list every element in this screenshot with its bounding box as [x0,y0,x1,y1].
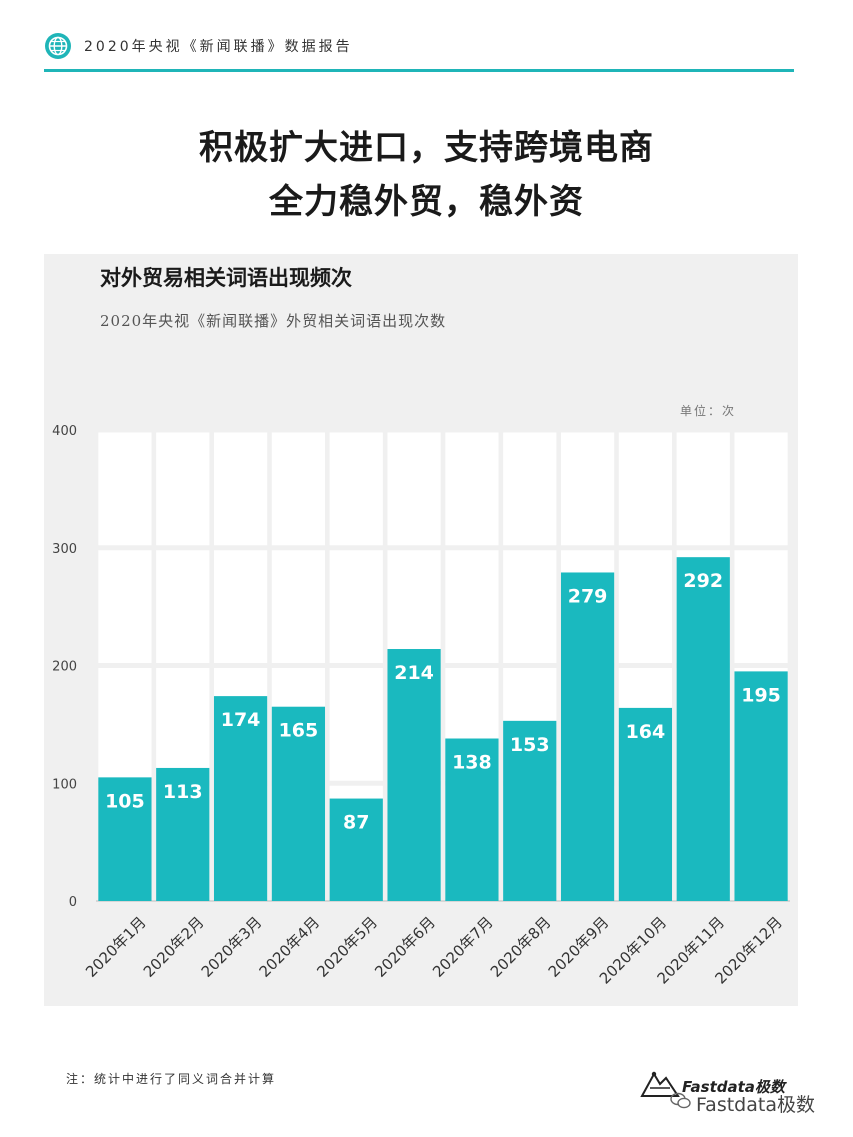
x-tick-label: 2020年8月 [487,913,555,981]
bar-value-label: 105 [105,790,145,812]
bar [618,707,673,901]
bar [560,572,615,901]
brand-logo: Fastdata极数 Fastdata极数 [640,1068,840,1128]
footnote: 注：统计中进行了同义词合并计算 [66,1072,277,1086]
chart-subtitle: 2020年央视《新闻联播》外贸相关词语出现次数 [100,312,447,330]
x-tick-label: 2020年1月 [82,913,150,981]
brand-name: Fastdata极数 [682,1078,785,1096]
x-tick-label: 2020年4月 [256,913,324,981]
y-tick-label: 100 [52,777,77,792]
bar-value-label: 164 [626,721,666,743]
header-divider [44,69,794,72]
wechat-icon [670,1092,691,1109]
unit-label: 单位：次 [680,404,737,418]
bar [387,649,441,901]
bar-value-label: 279 [568,585,608,607]
headline-line-1: 积极扩大进口，支持跨境电商 [199,128,654,168]
y-tick-label: 200 [52,660,77,675]
bar-value-label: 195 [741,684,781,706]
bar-value-label: 153 [510,734,550,756]
bar-value-label: 292 [683,570,723,592]
bar-value-label: 165 [279,720,319,742]
bar [98,777,152,901]
y-tick-label: 300 [52,542,77,557]
bar [734,671,788,901]
bar [445,738,499,901]
bar [156,767,210,901]
report-title: 2020年央视《新闻联播》数据报告 [84,39,353,55]
bar [329,798,383,901]
x-tick-label: 2020年5月 [313,913,381,981]
bar [676,557,730,901]
report-header: 2020年央视《新闻联播》数据报告 [44,30,794,70]
chart-title: 对外贸易相关词语出现频次 [100,266,352,290]
x-tick-label: 2020年3月 [198,913,266,981]
bar [213,696,268,901]
bar [503,720,557,901]
headline-line-2: 全力稳外贸，稳外资 [269,182,584,222]
globe-icon [45,33,71,59]
x-tick-label: 2020年2月 [140,913,208,981]
bar [271,706,326,901]
x-tick-label: 2020年6月 [371,913,439,981]
bar-value-label: 87 [343,812,369,834]
bar-value-label: 214 [394,662,434,684]
x-tick-label: 2020年7月 [429,913,497,981]
watermark-text: Fastdata极数 [696,1094,815,1116]
bar-value-label: 113 [163,781,203,803]
bar-value-label: 174 [221,709,261,731]
y-tick-label: 400 [52,424,77,439]
bar-value-label: 138 [452,752,492,774]
y-tick-label: 0 [69,895,77,910]
